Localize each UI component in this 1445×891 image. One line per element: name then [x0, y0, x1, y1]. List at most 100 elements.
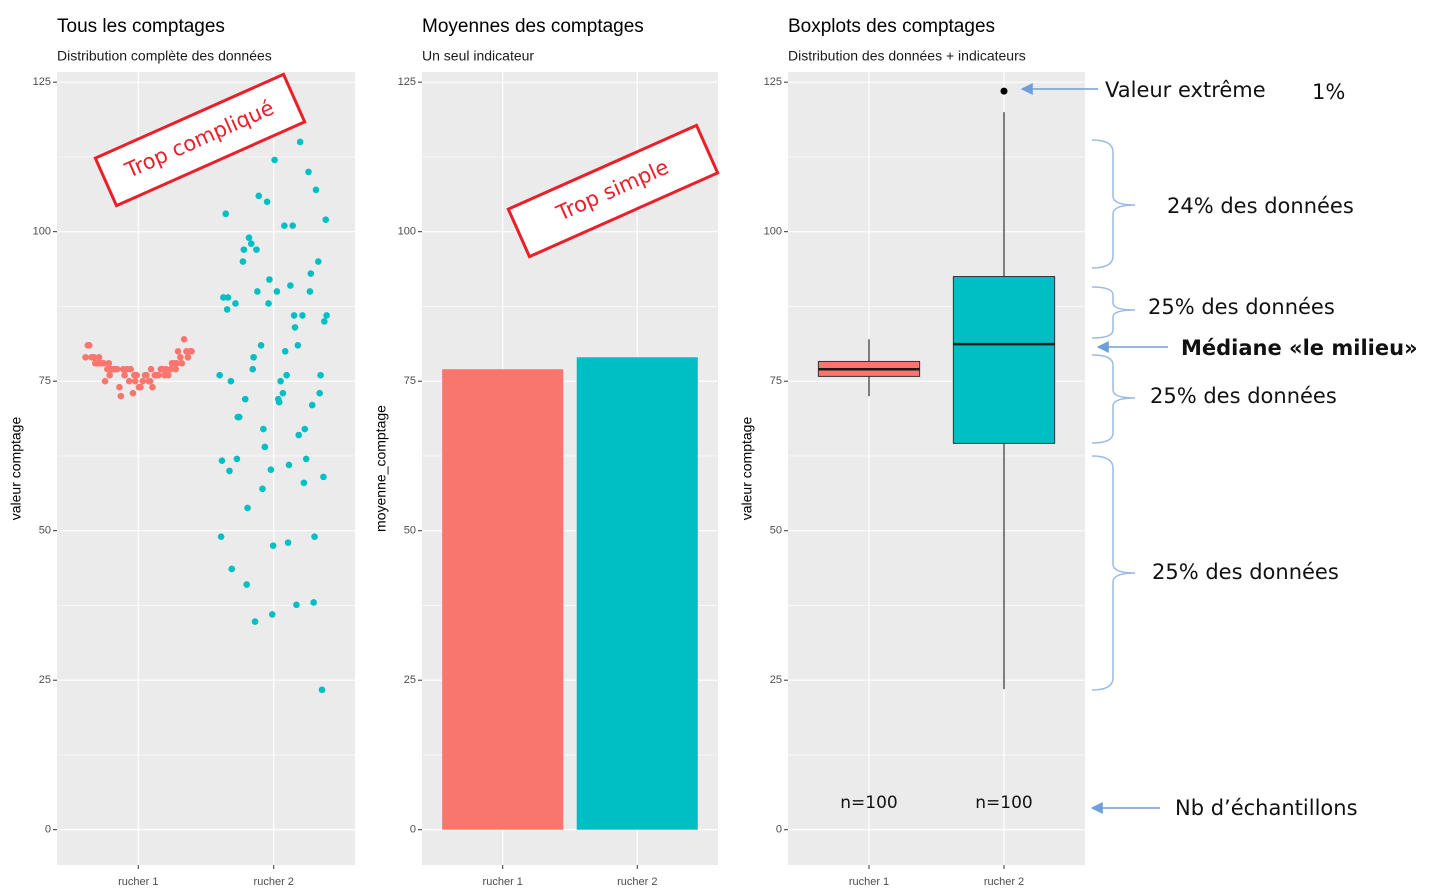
point	[217, 533, 225, 540]
point	[283, 371, 290, 379]
point	[143, 371, 150, 379]
y-axis-label: valeur comptage	[8, 417, 24, 521]
count-label: n=100	[840, 793, 897, 813]
y-tick-label: 25	[404, 674, 416, 686]
point	[235, 413, 243, 421]
point	[222, 210, 230, 218]
x-tick-label: rucher 1	[849, 876, 889, 888]
point	[147, 365, 155, 373]
y-tick-label: 25	[770, 674, 782, 686]
point	[302, 455, 310, 463]
point	[308, 401, 316, 409]
point	[311, 533, 318, 540]
point	[291, 324, 299, 331]
point	[323, 312, 330, 319]
y-tick-label: 75	[39, 375, 51, 387]
point	[91, 359, 99, 367]
point	[268, 611, 276, 618]
point	[275, 395, 282, 403]
point	[299, 312, 306, 319]
point	[149, 383, 156, 391]
note: Nb d’échantillons	[1175, 796, 1358, 820]
point	[240, 246, 248, 253]
bar	[442, 369, 564, 830]
point	[277, 377, 284, 385]
point	[321, 318, 328, 325]
point	[101, 377, 109, 385]
point	[251, 618, 259, 625]
point	[316, 389, 323, 397]
chart-title: Tous les comptages	[57, 16, 225, 37]
point	[232, 300, 239, 307]
chart-subtitle: Distribution des données + indicateurs	[788, 48, 1026, 64]
point	[318, 686, 326, 694]
point	[178, 359, 186, 367]
y-tick-label: 0	[776, 824, 782, 836]
point	[116, 383, 123, 391]
point	[146, 377, 154, 385]
point	[129, 389, 137, 397]
point	[180, 336, 188, 343]
y-tick-label: 100	[764, 226, 782, 238]
charts: Tous les comptages Distribution complète …	[8, 16, 1085, 888]
point	[267, 466, 275, 473]
point	[233, 455, 241, 463]
point	[259, 485, 266, 493]
point	[137, 383, 144, 391]
point	[139, 377, 147, 385]
point	[310, 599, 317, 606]
point	[82, 353, 89, 361]
point	[300, 479, 308, 487]
point	[289, 222, 296, 229]
y-tick-label: 125	[398, 76, 416, 88]
point	[261, 443, 269, 451]
point	[105, 359, 113, 367]
brace	[1091, 139, 1136, 269]
point	[131, 371, 138, 379]
x-tick-label: rucher 2	[984, 876, 1024, 888]
y-axis-label: moyenne_comptage	[373, 405, 389, 532]
chart-subtitle: Un seul indicateur	[422, 48, 534, 64]
point	[245, 234, 253, 241]
point	[121, 371, 128, 379]
point	[269, 542, 277, 549]
note: 25% des données	[1152, 560, 1339, 584]
note: Valeur extrême	[1105, 78, 1266, 102]
plot-background	[57, 72, 355, 865]
point	[106, 371, 113, 379]
point	[98, 359, 105, 367]
point	[188, 347, 195, 355]
brace	[1091, 354, 1136, 444]
brace	[1091, 455, 1136, 691]
point	[266, 276, 273, 283]
point	[168, 359, 176, 367]
annotation-frame	[93, 72, 307, 208]
point	[239, 258, 247, 265]
point	[111, 365, 119, 373]
point	[127, 365, 134, 373]
y-tick-label: 50	[39, 525, 51, 537]
point	[305, 168, 312, 176]
point	[263, 198, 271, 206]
y-axis-label: valeur comptage	[739, 417, 755, 521]
point	[167, 365, 174, 373]
point	[250, 353, 257, 361]
point	[320, 473, 327, 481]
point	[254, 288, 261, 295]
point	[296, 138, 304, 146]
x-tick-label: rucher 1	[118, 876, 158, 888]
chart-title: Boxplots des comptages	[788, 16, 995, 37]
point	[255, 192, 263, 200]
point	[273, 288, 281, 295]
y-tick-label: 100	[33, 226, 51, 238]
y-tick-label: 75	[404, 375, 416, 387]
y-tick-label: 100	[398, 226, 416, 238]
note: Médiane «le milieu»	[1181, 336, 1418, 360]
x-tick-label: rucher 2	[617, 876, 657, 888]
point	[85, 342, 93, 349]
point	[162, 365, 170, 373]
point	[226, 467, 233, 475]
note: 24% des données	[1167, 194, 1354, 218]
point	[314, 258, 322, 265]
point	[216, 371, 223, 379]
